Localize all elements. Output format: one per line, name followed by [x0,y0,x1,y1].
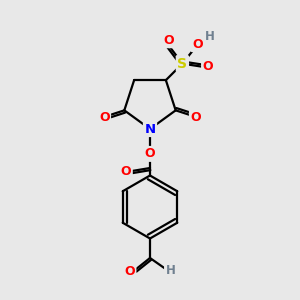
Text: O: O [99,111,110,124]
Text: N: N [144,122,156,136]
Text: O: O [192,38,203,51]
Text: H: H [166,263,175,277]
Text: O: O [164,34,174,47]
Text: O: O [190,111,201,124]
Text: O: O [145,147,155,161]
Text: S: S [177,57,188,71]
Text: H: H [205,30,215,43]
Text: O: O [121,164,131,178]
Text: O: O [124,265,135,278]
Text: O: O [202,60,213,73]
